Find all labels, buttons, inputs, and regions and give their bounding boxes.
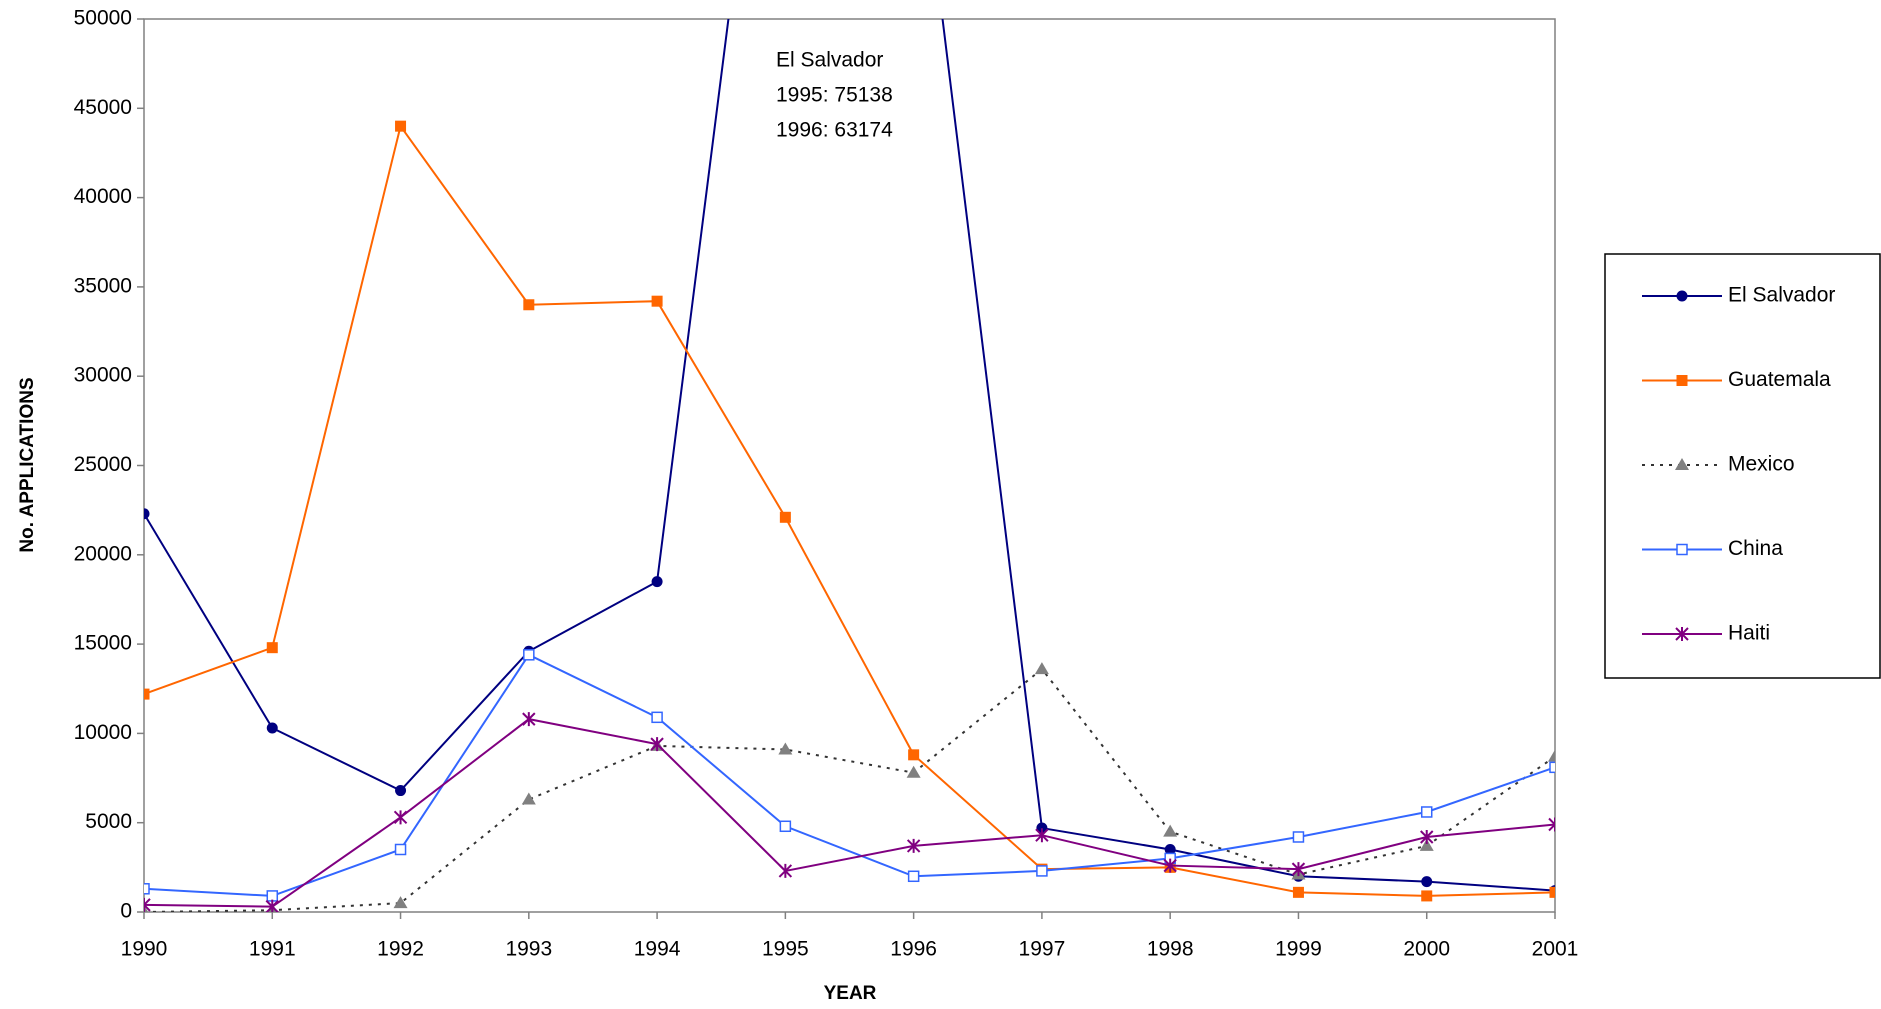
marker [266, 722, 278, 734]
marker [521, 792, 536, 805]
plot-area [143, 18, 1556, 913]
marker [144, 508, 150, 520]
series-line [144, 667, 1555, 912]
legend-label: Haiti [1728, 622, 1770, 645]
marker [266, 890, 279, 902]
marker [523, 649, 535, 661]
x-tick-label: 1998 [1147, 938, 1194, 961]
plot-content [144, 19, 1555, 912]
x-tick-label: 1993 [505, 938, 552, 961]
legend-label: Guatemala [1728, 368, 1831, 391]
y-tick-label: 35000 [74, 274, 132, 297]
x-tick-label: 2000 [1403, 938, 1450, 961]
y-tick-label: 25000 [74, 453, 132, 476]
series-line [144, 653, 1555, 897]
y-tick-label: 20000 [74, 542, 132, 565]
y-tick-label: 10000 [74, 721, 132, 744]
marker [394, 843, 407, 856]
marker [1548, 749, 1555, 762]
legend-label: Mexico [1728, 453, 1795, 476]
marker [778, 742, 793, 755]
marker [144, 688, 150, 700]
y-tick-label: 45000 [74, 96, 132, 119]
y-tick-label: 15000 [74, 632, 132, 655]
marker [1420, 806, 1433, 818]
legend-label: El Salvador [1728, 284, 1835, 307]
marker [1036, 865, 1048, 877]
marker [395, 120, 407, 132]
marker [1675, 627, 1689, 641]
marker [1419, 838, 1434, 851]
marker [1163, 858, 1177, 873]
marker [650, 737, 664, 752]
x-tick-label: 1997 [1019, 938, 1066, 961]
marker [1163, 824, 1178, 837]
y-tick-label: 40000 [74, 185, 132, 208]
x-tick-label: 1990 [121, 938, 168, 961]
annotation: El Salvador [776, 49, 883, 72]
marker [1676, 375, 1688, 386]
marker [1548, 817, 1555, 832]
marker [1036, 822, 1048, 834]
marker [1292, 886, 1304, 898]
x-axis-label: YEAR [824, 983, 877, 1004]
y-tick-label: 50000 [74, 7, 132, 30]
marker [1034, 662, 1049, 675]
legend-label: China [1728, 537, 1783, 560]
marker [779, 820, 792, 833]
marker [1421, 876, 1433, 888]
marker [393, 896, 408, 909]
marker [523, 299, 535, 311]
marker [265, 899, 279, 912]
x-tick-label: 1992 [377, 938, 424, 961]
marker [651, 576, 663, 588]
series-line [144, 19, 1555, 892]
annotation: 1995: 75138 [776, 84, 893, 107]
x-tick-label: 1994 [634, 938, 681, 961]
series-line [144, 718, 1555, 908]
legend-box [1604, 253, 1881, 679]
marker [908, 749, 920, 761]
annotation: 1996: 63174 [776, 119, 893, 142]
y-tick-label: 30000 [74, 364, 132, 387]
marker [1035, 828, 1049, 843]
marker [1421, 890, 1433, 902]
marker [266, 642, 278, 654]
marker [651, 711, 663, 724]
marker [1676, 543, 1688, 556]
marker [1292, 831, 1305, 843]
x-tick-label: 1999 [1275, 938, 1322, 961]
marker [779, 511, 791, 523]
marker [522, 712, 536, 727]
marker [906, 765, 921, 778]
marker [1675, 458, 1689, 470]
y-tick-label: 5000 [85, 810, 132, 833]
marker [1676, 290, 1688, 302]
marker [1291, 862, 1306, 877]
marker [1549, 761, 1555, 774]
x-tick-label: 2001 [1532, 938, 1579, 961]
marker [1420, 829, 1434, 844]
x-tick-label: 1996 [890, 938, 937, 961]
marker [144, 883, 150, 895]
series-line [144, 123, 1555, 897]
x-tick-label: 1995 [762, 938, 809, 961]
y-axis-label: No. APPLICATIONS [17, 377, 38, 552]
marker [907, 870, 920, 883]
y-tick-label: 0 [120, 900, 132, 923]
marker [1164, 843, 1176, 855]
marker [1549, 886, 1555, 898]
x-tick-label: 1991 [249, 938, 296, 961]
marker [395, 785, 407, 797]
marker [778, 863, 793, 878]
marker [906, 838, 921, 853]
marker [144, 897, 151, 912]
marker [651, 295, 663, 307]
marker [393, 810, 408, 825]
